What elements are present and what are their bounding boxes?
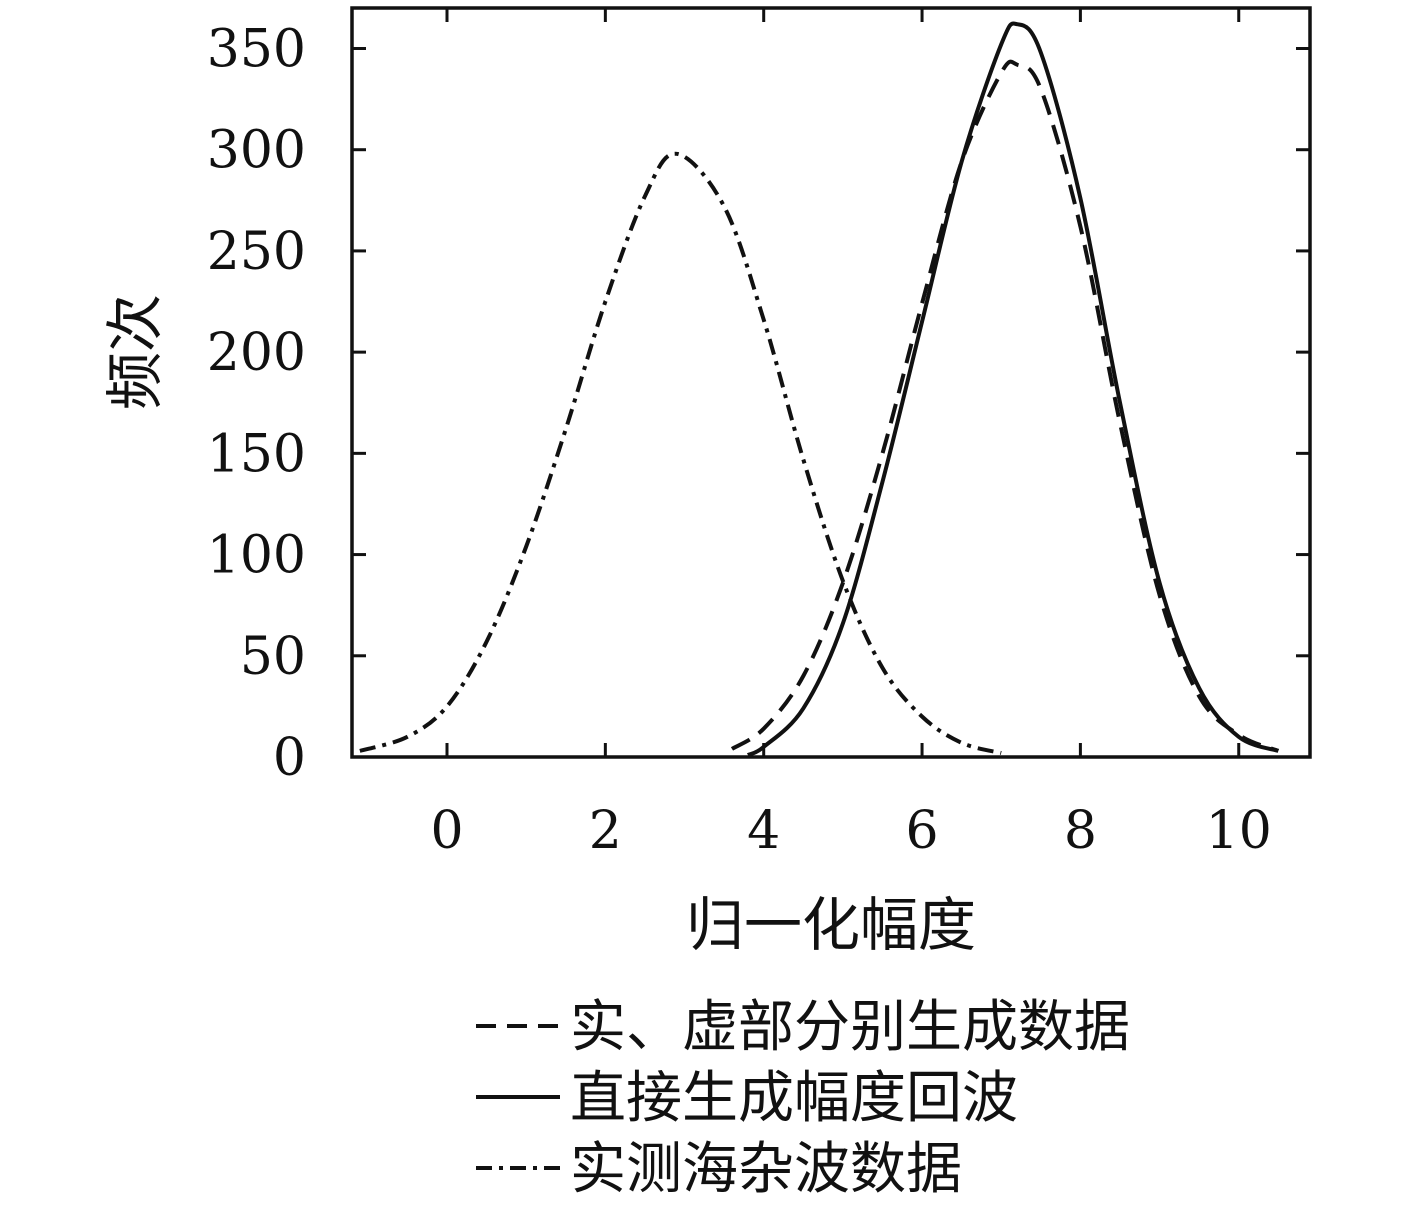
legend-label-3: 实测海杂波数据 [570,1137,962,1202]
plot-frame [350,6,1312,759]
series-line-3 [359,151,1002,755]
y-tick-label: 150 [207,424,306,484]
x-tick-label: 2 [589,801,622,861]
x-tick-label: 0 [430,801,463,861]
x-tick-label: 4 [747,801,780,861]
y-tick-label: 100 [207,526,306,586]
x-tick-label: 10 [1206,801,1272,861]
x-tick-labels: 0 2 4 6 8 10 [430,801,1271,861]
y-tick-labels: 0 50 100 150 200 250 300 350 [207,19,306,788]
y-tick-label: 200 [207,323,306,383]
legend-label-1: 实、虚部分别生成数据 [570,995,1130,1060]
series-line-2 [746,21,1279,757]
y-tick-label: 300 [207,121,306,181]
y-tick-label: 0 [273,728,306,788]
x-tick-label: 8 [1064,801,1097,861]
ticks-group [352,8,1310,759]
y-axis-title: 频次 [101,294,169,410]
x-tick-label: 6 [906,801,939,861]
series-group [359,21,1280,757]
y-tick-label: 350 [207,19,306,79]
series-line-1 [730,59,1280,753]
y-tick-label: 50 [240,627,306,687]
y-tick-label: 250 [207,222,306,282]
legend-label-2: 直接生成幅度回波 [570,1066,1018,1131]
x-axis-title: 归一化幅度 [686,891,976,959]
